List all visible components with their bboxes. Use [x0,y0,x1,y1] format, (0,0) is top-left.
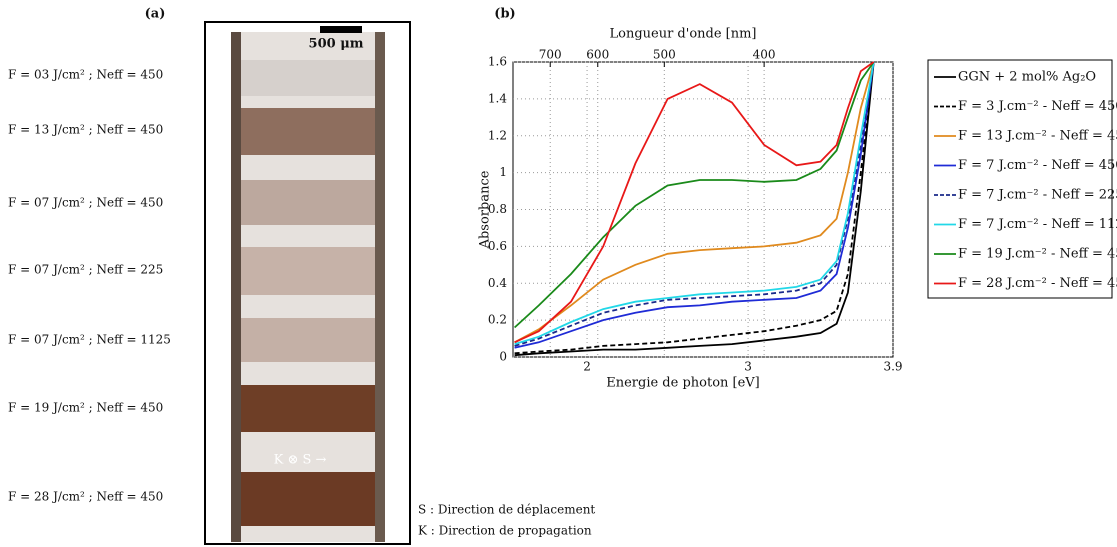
panel-label: (b) [494,7,515,22]
sample-label: F = 13 J/cm² ; Neff = 450 [8,123,163,137]
band [241,318,375,362]
series-line [514,61,875,355]
band [241,180,375,225]
legend-box [927,59,1113,299]
legend-label: F = 3 J.cm⁻² - Neff = 450 [958,99,1117,114]
scale-bar [320,26,362,33]
strip-edge [231,32,241,542]
y-tick-label: 0.6 [488,239,507,253]
band [241,60,375,96]
legend-label: F = 7 J.cm⁻² - Neff = 1125 [958,217,1117,232]
series-line [514,61,875,345]
x-tick-label: 3.9 [883,360,902,374]
sample-label: F = 07 J/cm² ; Neff = 225 [8,263,163,277]
note: S : Direction de déplacement [418,503,595,517]
band [241,385,375,432]
x2-tick-label: 600 [586,48,609,62]
x2-tick-label: 400 [753,48,776,62]
y-tick-label: 0.2 [488,313,507,327]
series-line [513,61,875,329]
sample-label: F = 28 J/cm² ; Neff = 450 [8,490,163,504]
sample-label: F = 07 J/cm² ; Neff = 450 [8,196,163,210]
panel-label: (a) [145,7,166,22]
y-tick-label: 0.8 [488,202,507,216]
sample-label: F = 19 J/cm² ; Neff = 450 [8,401,163,415]
legend-label: F = 7 J.cm⁻² - Neff = 225 [958,188,1117,203]
orientation: K ⊗ S → [274,453,327,468]
y-tick-label: 1.4 [488,91,507,105]
legend-label: F = 13 J.cm⁻² - Neff = 450 [958,129,1117,144]
series-line [514,61,875,349]
y-tick-label: 0 [499,350,507,364]
legend-label: GGN + 2 mol% Ag₂O [958,70,1096,85]
legend-label: F = 28 J.cm⁻² - Neff = 450 [958,276,1117,291]
x-axis-label: Energie de photon [eV] [606,376,760,391]
band [241,472,375,526]
strip-edge [375,32,385,542]
series-line [514,61,875,347]
x-tick-label: 3 [744,360,752,374]
y-tick-label: 1.2 [488,128,507,142]
legend-label: F = 19 J.cm⁻² - Neff = 450 [958,247,1117,262]
x2-tick-label: 500 [653,48,676,62]
band [241,108,375,155]
sample-label: F = 07 J/cm² ; Neff = 1125 [8,333,171,347]
series-line [514,61,875,357]
y-axis-label: Absorbance [478,170,493,249]
scale-bar-label: 500 μm [309,37,364,52]
band [241,247,375,295]
legend-label: F = 7 J.cm⁻² - Neff = 450 [958,158,1117,173]
y-tick-label: 1 [499,165,507,179]
note: K : Direction de propagation [418,524,592,538]
x2-axis-label: Longueur d'onde [nm] [609,27,756,42]
x2-tick-label: 700 [539,48,562,62]
y-tick-label: 0.4 [488,276,507,290]
series-line [514,61,875,344]
x-tick-label: 2 [583,360,591,374]
series-line [514,61,875,344]
sample-label: F = 03 J/cm² ; Neff = 450 [8,68,163,82]
y-tick-label: 1.6 [488,55,507,69]
